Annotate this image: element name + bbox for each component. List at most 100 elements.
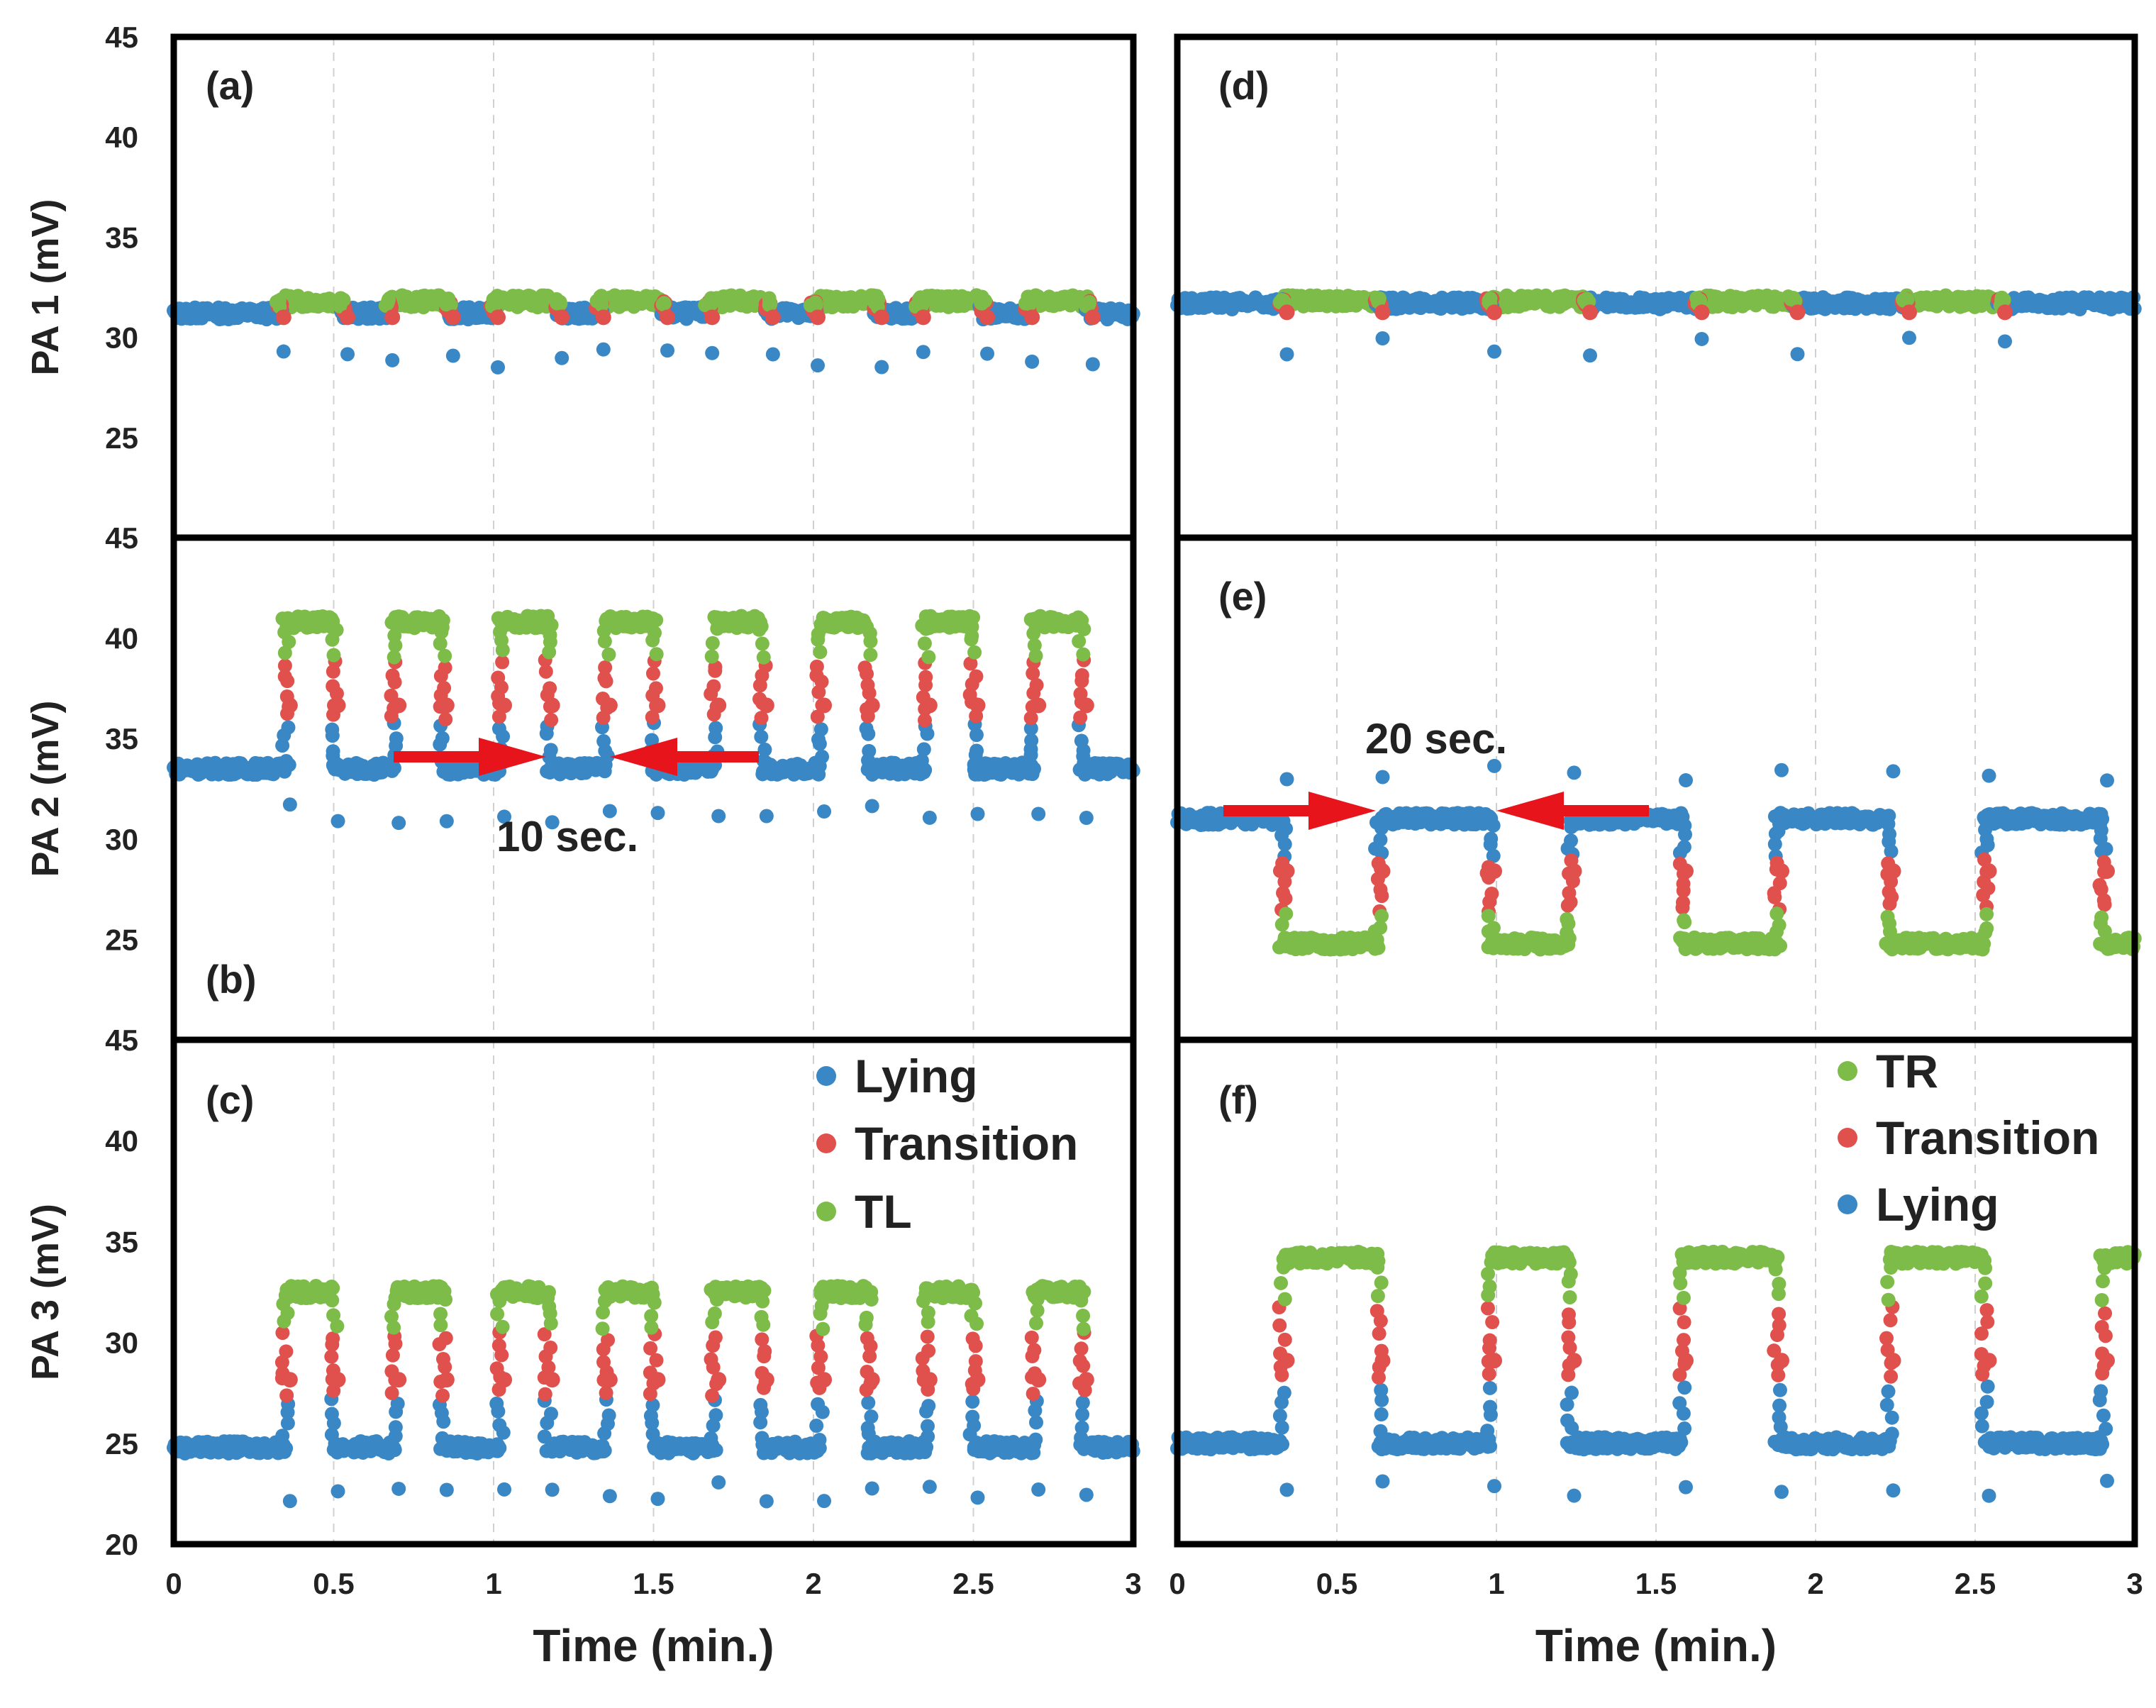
point-spike <box>1694 331 1709 346</box>
point-transition <box>1279 304 1295 321</box>
data-points <box>167 288 1140 375</box>
point-edge <box>437 681 452 696</box>
point-spike <box>1998 334 2012 349</box>
point-spike <box>865 1481 879 1496</box>
point-transition <box>979 309 996 326</box>
point-transition <box>438 1372 455 1388</box>
panel-e: (e) <box>1170 534 2142 1043</box>
point-edge <box>756 650 771 665</box>
point-edge <box>326 744 340 759</box>
point-edge <box>645 1286 660 1301</box>
y-tick-label: 35 <box>105 1225 138 1258</box>
point-spike <box>650 806 665 821</box>
point-spike <box>759 809 774 824</box>
point-transition <box>1582 304 1598 321</box>
point-edge <box>915 619 930 633</box>
y-tick-label: 45 <box>105 1024 138 1057</box>
y-tick-label: 20 <box>105 1528 138 1561</box>
point-edge <box>753 1397 768 1412</box>
point-edge <box>542 1299 557 1314</box>
point-edge <box>495 655 510 670</box>
point-edge <box>326 1331 340 1346</box>
point-transition <box>275 309 291 326</box>
point-edge <box>649 613 664 628</box>
point-edge <box>1077 1285 1091 1299</box>
point-spike <box>439 1482 454 1497</box>
point-transition <box>330 697 346 714</box>
point-edge <box>857 616 872 631</box>
point-edge <box>324 611 339 626</box>
point-edge <box>275 611 290 626</box>
point-edge <box>1074 667 1089 682</box>
point-edge <box>435 1431 450 1446</box>
point-spike <box>759 1494 774 1509</box>
point-edge <box>755 1431 769 1446</box>
point-edge <box>965 1394 980 1409</box>
panel-label: (a) <box>206 63 254 108</box>
point-edge <box>1072 762 1087 777</box>
point-spike <box>491 360 505 375</box>
point-transition <box>1789 304 1806 321</box>
point-edge <box>599 611 614 626</box>
point-edge <box>648 681 663 696</box>
point-edge <box>435 731 450 745</box>
point-transition <box>816 697 833 714</box>
point-edge <box>1483 292 1498 306</box>
point-edge <box>1026 1386 1040 1401</box>
y-tick-label: 45 <box>105 21 138 54</box>
y-tick-label: 40 <box>105 622 138 655</box>
y-axis-title: PA 1 (mV) <box>24 199 67 375</box>
point-spike <box>276 344 291 359</box>
point-spike <box>445 348 460 363</box>
point-edge <box>860 1331 874 1346</box>
point-edge <box>1369 290 1384 305</box>
point-spike <box>385 353 400 367</box>
point-edge <box>964 619 979 633</box>
point-edge <box>757 1344 772 1359</box>
point-edge <box>539 1443 554 1458</box>
point-edge <box>325 722 340 737</box>
point-edge <box>968 1354 983 1369</box>
point-spike <box>874 360 889 375</box>
point-edge <box>490 1443 505 1458</box>
point-edge <box>388 1420 403 1435</box>
point-edge <box>709 721 723 736</box>
point-edge <box>813 645 828 660</box>
point-edge <box>441 292 456 306</box>
y-tick-label: 30 <box>105 823 138 856</box>
point-edge <box>864 1409 879 1424</box>
point-edge <box>493 624 508 639</box>
data-points <box>167 609 1140 831</box>
point-edge <box>537 1429 552 1444</box>
point-spike <box>330 1484 345 1499</box>
point-spike <box>817 804 832 819</box>
data-points <box>167 1279 1140 1509</box>
point-edge <box>965 1409 980 1424</box>
point-edge <box>921 1399 936 1414</box>
point-edge <box>754 1309 769 1324</box>
point-spike <box>705 345 720 360</box>
point-edge <box>648 626 662 640</box>
point-spike <box>980 346 995 361</box>
point-transition <box>874 309 890 326</box>
point-transition <box>1487 304 1502 321</box>
point-spike <box>1487 344 1501 359</box>
point-spike <box>916 345 930 360</box>
point-transition <box>1078 697 1094 714</box>
point-edge <box>435 1388 450 1403</box>
point-transition <box>758 697 774 714</box>
point-transition <box>1024 309 1040 326</box>
point-spike <box>1375 331 1390 345</box>
point-edge <box>1076 647 1091 662</box>
point-spike <box>602 1489 617 1504</box>
point-edge <box>324 1407 339 1421</box>
point-edge <box>648 1441 662 1455</box>
point-spike <box>391 816 406 831</box>
point-edge <box>544 618 559 633</box>
y-tick-label: 40 <box>105 1124 138 1158</box>
point-transition <box>921 1372 938 1388</box>
point-edge <box>279 1344 294 1359</box>
point-edge <box>543 743 558 758</box>
point-edge <box>595 1443 610 1458</box>
